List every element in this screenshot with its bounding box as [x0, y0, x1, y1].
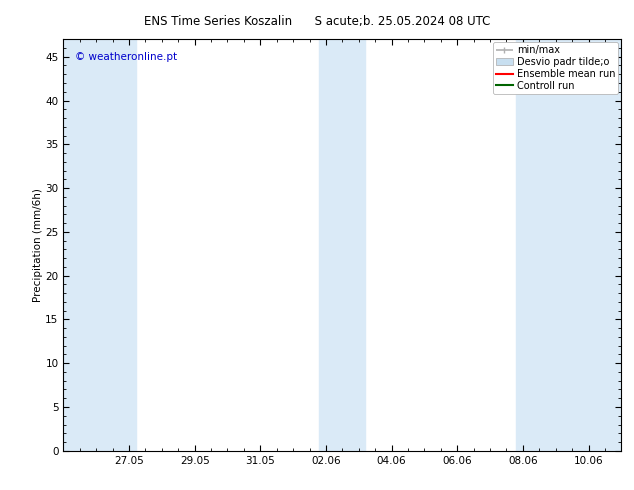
Text: © weatheronline.pt: © weatheronline.pt [75, 51, 177, 62]
Legend: min/max, Desvio padr tilde;o, Ensemble mean run, Controll run: min/max, Desvio padr tilde;o, Ensemble m… [493, 42, 618, 94]
Bar [63, 39, 136, 451]
Y-axis label: Precipitation (mm/6h): Precipitation (mm/6h) [32, 188, 42, 302]
Text: ENS Time Series Koszalin      S acute;b. 25.05.2024 08 UTC: ENS Time Series Koszalin S acute;b. 25.0… [144, 15, 490, 28]
Bar [516, 39, 621, 451]
Bar [320, 39, 365, 451]
